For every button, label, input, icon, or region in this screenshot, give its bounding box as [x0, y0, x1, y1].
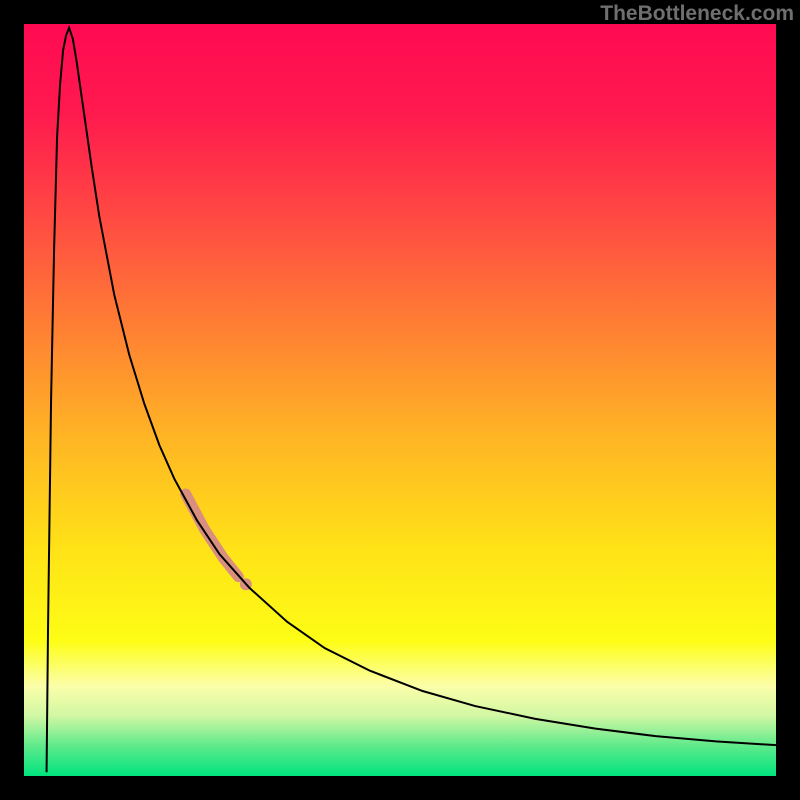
bottleneck-curve — [47, 28, 776, 772]
highlight-segment — [186, 494, 239, 577]
plot-area — [24, 24, 776, 776]
curve-layer — [24, 24, 776, 776]
watermark-text: TheBottleneck.com — [600, 2, 794, 26]
chart-container: TheBottleneck.com — [0, 0, 800, 800]
